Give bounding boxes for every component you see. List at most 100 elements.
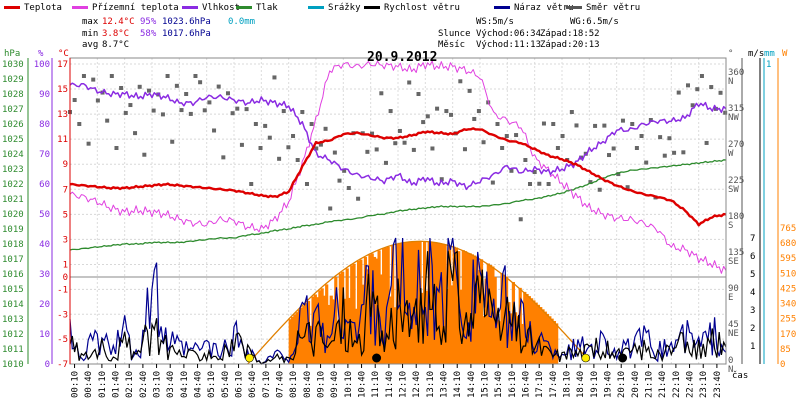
direction-mark	[634, 146, 639, 150]
solar-bar	[356, 260, 361, 364]
x-tick-label: 10:40	[358, 371, 368, 398]
direction-mark	[509, 168, 514, 173]
direction-mark	[184, 92, 189, 96]
direction-mark	[681, 150, 686, 155]
direction-mark	[504, 134, 509, 138]
pressure-tick-label: 1027	[2, 105, 24, 115]
direction-mark	[170, 139, 175, 144]
direction-mark	[514, 133, 519, 138]
solar-bar	[534, 302, 538, 364]
x-tick-label: 03:10	[153, 371, 163, 398]
x-tick-label: 02:40	[139, 371, 149, 398]
x-tick-label: 18:10	[563, 371, 573, 398]
direction-mark	[476, 109, 481, 114]
x-tick-label: 06:40	[248, 371, 258, 398]
wind-tick-label: 6	[750, 252, 755, 262]
pressure-unit: hPa	[4, 49, 20, 59]
direction-mark	[142, 152, 147, 157]
solar-bar	[386, 246, 390, 364]
direction-mark	[639, 134, 644, 138]
direction-unit: °	[728, 49, 733, 59]
solar-bar	[484, 278, 488, 364]
x-tick-label: 05:40	[221, 371, 231, 398]
humidity-tick-label: 80	[39, 120, 50, 130]
x-tick-label: 07:40	[276, 371, 286, 398]
solar-bar	[334, 276, 338, 364]
direction-mark	[193, 74, 198, 78]
legend-label: Vlhkost	[202, 3, 240, 13]
direction-mark	[699, 74, 704, 78]
wind-tick-label: 7	[750, 234, 755, 244]
direction-mark	[560, 134, 565, 138]
pressure-tick-label: 1022	[2, 180, 24, 190]
direction-mark	[109, 74, 114, 78]
solar-bar	[400, 243, 404, 364]
solar-bar	[468, 253, 472, 364]
solar-bar	[520, 323, 525, 364]
direction-tick-dir: E	[728, 293, 733, 303]
solar-bar	[532, 300, 536, 364]
direction-mark	[625, 185, 630, 190]
direction-tick-dir: W	[728, 149, 734, 159]
legend-label: Srážky	[328, 3, 361, 13]
direction-mark	[81, 74, 86, 78]
solar-bar	[450, 285, 454, 364]
solar-bar	[436, 242, 440, 364]
x-tick-label: 14:40	[467, 371, 477, 398]
solar-bar	[407, 242, 411, 364]
pressure-tick-label: 1018	[2, 240, 24, 250]
x-tick-label: 20:40	[631, 371, 641, 398]
direction-mark	[328, 206, 333, 211]
direction-mark	[709, 85, 714, 90]
x-tick-label: 15:10	[481, 371, 491, 398]
direction-mark	[86, 141, 91, 146]
x-tick-label: 04:10	[180, 371, 190, 398]
pressure-tick-label: 1010	[2, 360, 24, 370]
solar-tick-label: 85	[780, 345, 791, 355]
humidity-tick-label: 60	[39, 180, 50, 190]
x-tick-label: 19:10	[590, 371, 600, 398]
x-tick-label: 11:10	[371, 371, 381, 398]
chart-title: 20.9.2012	[367, 50, 437, 65]
direction-mark	[286, 145, 291, 150]
direction-tick-dir: NE	[728, 329, 739, 339]
direction-mark	[690, 103, 695, 108]
solar-bar	[543, 311, 547, 364]
wind-unit: m/s	[748, 49, 764, 59]
stat-min-press: 1017.6hPa	[162, 29, 211, 39]
direction-mark	[137, 84, 142, 89]
direction-mark	[676, 90, 681, 95]
moon-rise: Východ:11:13	[476, 40, 541, 50]
direction-mark	[569, 110, 574, 114]
x-tick-label: 13:40	[440, 371, 450, 398]
direction-mark	[467, 88, 472, 93]
sun-set: Západ:18:52	[540, 29, 600, 39]
direction-mark	[216, 84, 221, 89]
direction-mark	[695, 87, 700, 92]
solar-bar	[309, 325, 313, 364]
solar-bar	[475, 256, 479, 364]
legend: Teplota Přízemní teplota Vlhkost Tlak Srážky…	[4, 3, 640, 13]
direction-mark	[346, 186, 351, 190]
solar-bar	[500, 272, 504, 364]
solar-bar	[479, 259, 484, 364]
x-tick-label: 23:40	[713, 371, 723, 398]
direction-mark	[72, 98, 77, 102]
direction-mark	[388, 109, 393, 114]
humidity-tick-label: 40	[39, 240, 50, 250]
direction-mark	[383, 160, 388, 165]
direction-mark	[574, 123, 579, 128]
direction-mark	[425, 114, 430, 119]
x-tick-label: 08:10	[289, 371, 299, 398]
solar-bar	[509, 313, 513, 364]
legend-swatch	[566, 6, 582, 9]
direction-mark	[500, 146, 505, 150]
x-tick-label: 23:10	[699, 371, 709, 398]
solar-bar	[315, 297, 320, 364]
direction-mark	[221, 155, 226, 160]
direction-mark	[686, 83, 691, 88]
direction-mark	[151, 108, 156, 113]
solar-bar	[443, 244, 447, 364]
direction-mark	[658, 135, 663, 140]
